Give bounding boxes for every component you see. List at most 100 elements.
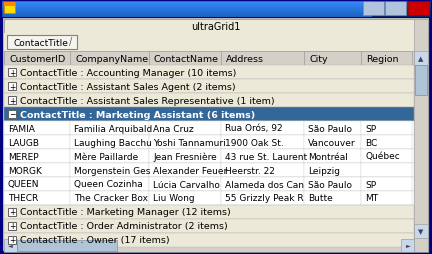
Bar bbox=[221, 121, 304, 135]
Bar bbox=[221, 149, 304, 163]
Bar bbox=[221, 52, 304, 66]
Bar bbox=[221, 163, 304, 177]
Text: FAMIA: FAMIA bbox=[8, 124, 35, 133]
Bar bbox=[149, 52, 221, 66]
Bar bbox=[4, 121, 70, 135]
Bar bbox=[414, 52, 428, 66]
Bar bbox=[304, 163, 361, 177]
Bar bbox=[414, 224, 428, 238]
Text: /: / bbox=[69, 37, 72, 47]
Text: ContactTitle : Marketing Manager (12 items): ContactTitle : Marketing Manager (12 ite… bbox=[20, 208, 231, 217]
Text: Ana Cruz: Ana Cruz bbox=[153, 124, 194, 133]
Text: −: − bbox=[9, 110, 15, 119]
Bar bbox=[372, 2, 432, 3]
Bar bbox=[4, 149, 16, 163]
Bar bbox=[372, 10, 432, 11]
Bar bbox=[372, 16, 432, 17]
Text: ►: ► bbox=[406, 243, 410, 248]
Bar bbox=[17, 240, 117, 251]
Text: Yoshi Tannamuri: Yoshi Tannamuri bbox=[153, 138, 226, 147]
Bar bbox=[4, 177, 414, 191]
Text: Heerstr. 22: Heerstr. 22 bbox=[225, 166, 275, 175]
Bar bbox=[4, 3, 15, 14]
Text: São Paulo: São Paulo bbox=[308, 124, 352, 133]
Bar bbox=[70, 163, 149, 177]
Bar bbox=[372, 0, 432, 18]
Text: +: + bbox=[9, 208, 15, 217]
Bar bbox=[372, 9, 432, 10]
Bar bbox=[361, 121, 412, 135]
Bar bbox=[8, 236, 16, 244]
Bar bbox=[8, 208, 16, 216]
Bar bbox=[4, 177, 16, 191]
Bar bbox=[4, 233, 414, 247]
Bar bbox=[8, 83, 16, 91]
Text: 43 rue St. Laurent: 43 rue St. Laurent bbox=[225, 152, 307, 161]
Bar bbox=[70, 121, 149, 135]
Bar bbox=[4, 191, 414, 205]
Bar bbox=[372, 5, 432, 6]
Bar bbox=[70, 177, 149, 191]
Bar bbox=[149, 121, 221, 135]
Bar bbox=[408, 2, 429, 16]
Text: Mère Paillarde: Mère Paillarde bbox=[74, 152, 138, 161]
Bar bbox=[385, 2, 406, 16]
Bar bbox=[372, 11, 432, 12]
Text: ▲: ▲ bbox=[418, 56, 424, 62]
Text: +: + bbox=[9, 96, 15, 105]
Bar bbox=[0, 17, 372, 18]
Text: ContactTitle : Assistant Sales Representative (1 item): ContactTitle : Assistant Sales Represent… bbox=[20, 96, 275, 105]
Text: ContactTitle : Marketing Assistant (6 items): ContactTitle : Marketing Assistant (6 it… bbox=[20, 110, 255, 119]
Bar bbox=[4, 239, 17, 252]
Bar bbox=[4, 149, 414, 163]
Bar bbox=[0, 4, 372, 5]
Bar bbox=[401, 239, 414, 252]
Text: Leipzig: Leipzig bbox=[308, 166, 340, 175]
Bar bbox=[0, 15, 372, 16]
Text: MORGK: MORGK bbox=[8, 166, 42, 175]
Text: Alexander Feuer: Alexander Feuer bbox=[153, 166, 227, 175]
Bar bbox=[0, 9, 372, 10]
Bar bbox=[372, 4, 432, 5]
Bar bbox=[0, 0, 372, 1]
Bar bbox=[361, 52, 412, 66]
Text: CompanyName: CompanyName bbox=[75, 54, 148, 63]
Text: Queen Cozinha: Queen Cozinha bbox=[74, 180, 143, 189]
Bar bbox=[304, 191, 361, 205]
Text: +: + bbox=[9, 222, 15, 231]
Text: THECR: THECR bbox=[8, 194, 38, 203]
Text: Laughing Bacchu: Laughing Bacchu bbox=[74, 138, 152, 147]
Bar bbox=[372, 3, 432, 4]
Text: The Cracker Box: The Cracker Box bbox=[74, 194, 148, 203]
Bar bbox=[0, 6, 372, 7]
Bar bbox=[4, 219, 414, 233]
Bar bbox=[4, 149, 70, 163]
Bar bbox=[4, 52, 414, 66]
Bar bbox=[70, 149, 149, 163]
Text: Montréal: Montréal bbox=[308, 152, 348, 161]
Bar bbox=[149, 177, 221, 191]
Text: Alameda dos Can: Alameda dos Can bbox=[225, 180, 304, 189]
Text: Morgenstein Ges: Morgenstein Ges bbox=[74, 166, 150, 175]
Bar bbox=[0, 7, 372, 8]
Text: Liu Wong: Liu Wong bbox=[153, 194, 195, 203]
Bar bbox=[149, 149, 221, 163]
Text: Butte: Butte bbox=[308, 194, 333, 203]
Bar bbox=[372, 1, 432, 2]
Bar bbox=[0, 16, 372, 17]
Bar bbox=[304, 135, 361, 149]
Bar bbox=[304, 52, 361, 66]
Bar bbox=[0, 1, 372, 2]
Bar bbox=[361, 149, 412, 163]
Text: City: City bbox=[309, 54, 327, 63]
Bar bbox=[149, 163, 221, 177]
Text: Lúcia Carvalho: Lúcia Carvalho bbox=[153, 180, 220, 189]
Text: ContactTitle : Owner (17 items): ContactTitle : Owner (17 items) bbox=[20, 235, 170, 245]
Bar bbox=[221, 177, 304, 191]
Bar bbox=[221, 135, 304, 149]
Bar bbox=[221, 191, 304, 205]
Text: +: + bbox=[9, 68, 15, 77]
Bar bbox=[372, 7, 432, 8]
Bar bbox=[0, 5, 372, 6]
Bar bbox=[8, 97, 16, 105]
